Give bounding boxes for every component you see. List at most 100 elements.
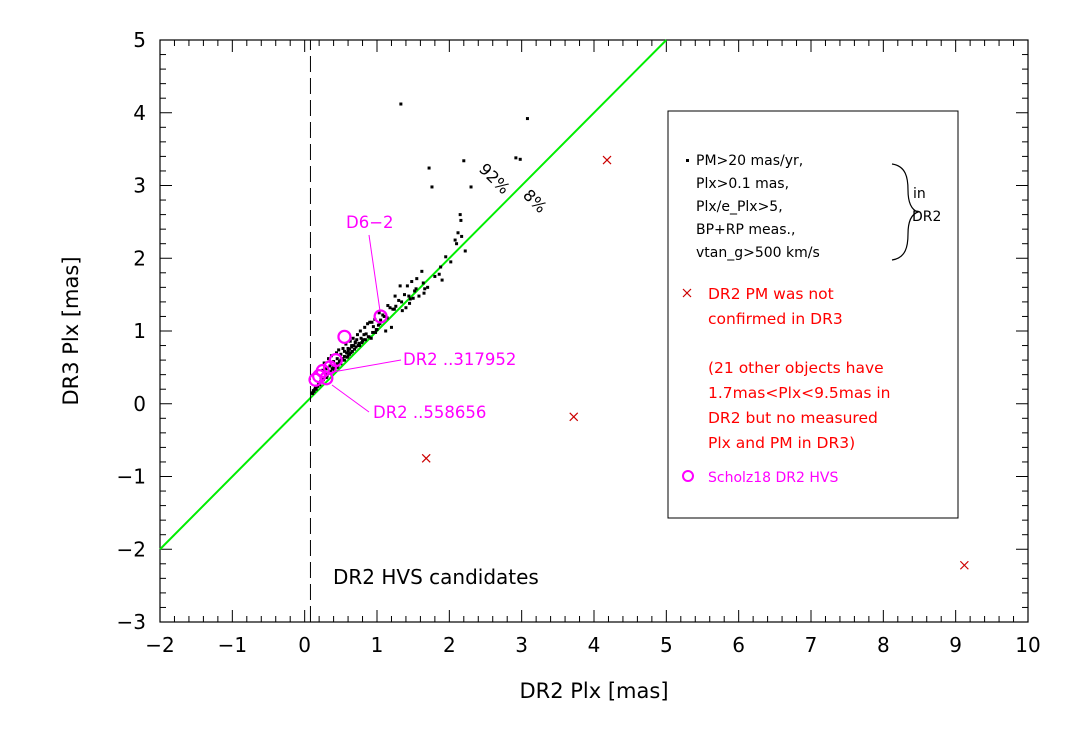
data-point-dot <box>357 341 361 345</box>
data-point-dot <box>342 349 346 353</box>
reference-lines <box>159 39 668 622</box>
data-point-dot <box>334 351 338 355</box>
data-point-dot <box>368 320 372 324</box>
data-point-dot <box>342 358 346 362</box>
data-point-dot <box>374 330 378 334</box>
data-point-circle <box>373 309 388 324</box>
x-tick-label: −1 <box>218 633 247 657</box>
plot-frame <box>159 39 1029 623</box>
leader-d6-2 <box>368 234 381 312</box>
data-point-dot <box>359 336 363 340</box>
data-point-dot <box>426 285 430 289</box>
data-point-dot <box>360 341 364 345</box>
data-point-dot <box>398 284 402 288</box>
legend-dot-marker <box>686 159 689 162</box>
data-point-dot <box>313 387 317 391</box>
y-tick-label: −3 <box>117 610 146 634</box>
y-tick-label: 4 <box>133 101 146 125</box>
data-point-dot <box>386 304 390 308</box>
panel-note: DR2 HVS candidates <box>333 565 539 589</box>
legend-circle-marker <box>682 470 694 482</box>
x-tick-label: 9 <box>949 633 962 657</box>
x-tick-label: 1 <box>371 633 384 657</box>
annotation-pct-8: 8% <box>519 185 550 216</box>
data-point-dot <box>417 294 421 298</box>
data-point-dot <box>392 307 396 311</box>
data-point-dot <box>348 339 352 343</box>
annotation-d6-2: D6−2 <box>346 213 394 232</box>
data-point-dot <box>327 357 331 361</box>
x-tick-label: 6 <box>732 633 745 657</box>
data-point-dot <box>444 255 448 259</box>
data-point-dot <box>345 351 349 355</box>
data-point-dot <box>377 311 381 315</box>
data-point-dot <box>462 159 466 163</box>
data-point-dot <box>389 325 393 329</box>
data-point-dot <box>423 287 427 291</box>
data-point-dot <box>353 341 357 345</box>
leader-dr2-558656 <box>331 384 370 413</box>
x-tick-label: 5 <box>660 633 673 657</box>
data-point-dot <box>404 306 408 310</box>
data-point-dot <box>421 281 425 285</box>
y-tick-label: 3 <box>133 174 146 198</box>
data-point-dot <box>331 367 335 371</box>
data-point-dot <box>460 234 464 238</box>
y-axis-label: DR3 Plx [mas] <box>59 256 83 405</box>
y-tick-label: −1 <box>117 465 146 489</box>
legend-brace-label-1: in <box>913 186 926 202</box>
data-point-circle <box>308 372 323 387</box>
x-tick-label: 3 <box>515 633 528 657</box>
data-point-dot <box>363 325 367 329</box>
data-point-dot <box>335 362 339 366</box>
data-point-dot <box>394 304 398 308</box>
data-point-dot <box>459 218 463 222</box>
data-point-dot <box>415 277 419 281</box>
data-point-dot <box>514 156 518 160</box>
data-point-dot <box>411 296 415 300</box>
y-tick-label: 1 <box>133 319 146 343</box>
x-tick-label: 7 <box>805 633 818 657</box>
data-point-dot <box>414 287 418 291</box>
data-point-dot <box>400 309 404 313</box>
x-tick-label: 10 <box>1015 633 1040 657</box>
data-point-dot <box>345 355 349 359</box>
data-point-dot <box>408 297 412 301</box>
data-point-dot <box>324 367 328 371</box>
data-point-dot <box>458 213 462 217</box>
data-point-dot <box>370 320 374 324</box>
data-point-dot <box>440 278 444 282</box>
data-point-circle <box>312 369 327 384</box>
x-tick-label: 4 <box>588 633 601 657</box>
data-point-dot <box>463 249 467 253</box>
data-point-dot <box>422 291 426 295</box>
data-point-dot <box>356 344 360 348</box>
data-point-dot <box>400 300 404 304</box>
data-point-dot <box>407 294 411 298</box>
data-point-dot <box>371 325 375 329</box>
data-point-dot <box>311 392 315 396</box>
annotation-dr2-558656: DR2 ..558656 <box>373 403 486 422</box>
data-point-dot <box>362 333 366 337</box>
data-point-dot <box>374 328 378 332</box>
data-point-dot <box>364 332 368 336</box>
legend-dots-line-3: Plx/e_Plx>5, <box>696 199 783 215</box>
data-point-dot <box>456 231 460 235</box>
data-point-dot <box>344 342 348 346</box>
x-axis-label: DR2 Plx [mas] <box>519 679 668 703</box>
data-layer <box>308 102 969 570</box>
y-tick-label: 5 <box>133 28 146 52</box>
data-point-cross <box>602 155 612 165</box>
data-point-dot <box>399 102 403 106</box>
data-point-dot <box>352 344 356 348</box>
data-point-circle <box>322 360 338 375</box>
data-point-dot <box>388 306 392 310</box>
data-point-dot <box>420 269 424 273</box>
data-point-dot <box>376 323 380 327</box>
data-point-dot <box>324 376 328 380</box>
legend-brace-label-2: DR2 <box>912 209 941 225</box>
x-tick-label: 0 <box>298 633 311 657</box>
data-point-dot <box>518 157 522 161</box>
legend: PM>20 mas/yr, Plx>0.1 mas, Plx/e_Plx>5, … <box>667 110 959 519</box>
